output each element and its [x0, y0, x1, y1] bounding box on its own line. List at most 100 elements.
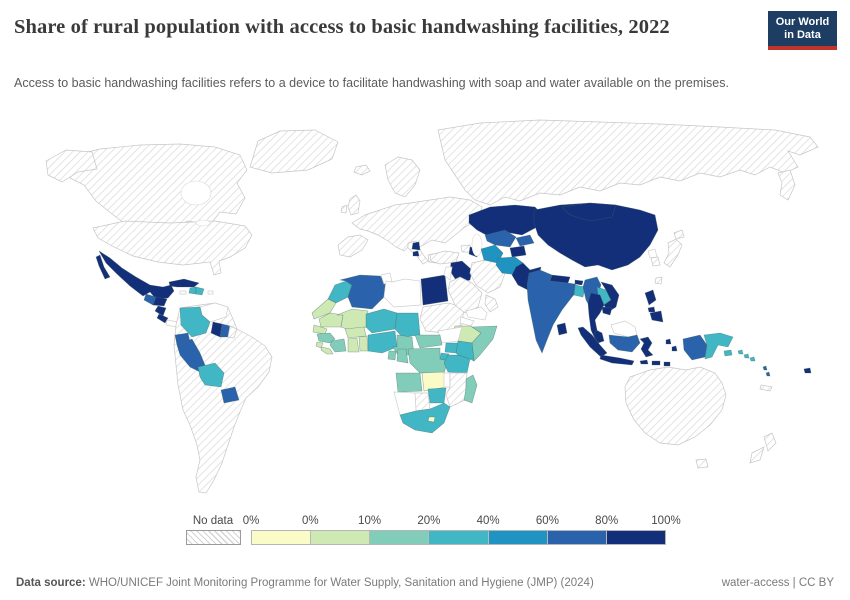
no-data-swatch[interactable]	[186, 530, 241, 545]
country-bangladesh[interactable]	[573, 284, 586, 298]
country-alaska[interactable]	[45, 149, 98, 183]
legend-bucket-6[interactable]	[605, 531, 665, 544]
country-algeria[interactable]	[339, 274, 387, 310]
country-vanuatu[interactable]	[762, 365, 771, 377]
country-india[interactable]	[526, 269, 579, 354]
country-zimbabwe[interactable]	[427, 387, 447, 404]
country-new-caledonia[interactable]	[759, 384, 773, 392]
country-scandinavia[interactable]	[384, 156, 421, 198]
country-liberia[interactable]	[320, 346, 334, 355]
country-lesotho[interactable]	[427, 416, 436, 423]
country-solomon-islands[interactable]	[737, 349, 756, 362]
country-saudi-arabia[interactable]	[447, 276, 483, 314]
country-gabon[interactable]	[387, 350, 397, 361]
country-madagascar[interactable]	[463, 374, 478, 404]
country-philippines[interactable]	[644, 289, 664, 323]
country-malaysia-borneo[interactable]	[610, 320, 638, 338]
country-honduras[interactable]	[152, 296, 168, 307]
country-ghana[interactable]	[347, 337, 360, 353]
country-north-korea[interactable]	[647, 248, 658, 259]
country-egypt[interactable]	[420, 274, 449, 306]
country-angola[interactable]	[395, 372, 423, 393]
country-burkina-faso[interactable]	[344, 326, 367, 339]
country-central-african-republic[interactable]	[414, 334, 443, 349]
country-dominican-republic[interactable]	[195, 286, 205, 296]
country-botswana[interactable]	[414, 392, 431, 412]
country-togo-benin[interactable]	[358, 335, 369, 352]
country-dr-congo[interactable]	[407, 347, 449, 374]
country-canada[interactable]	[61, 143, 248, 230]
country-jamaica[interactable]	[179, 290, 187, 295]
country-libya[interactable]	[383, 278, 422, 308]
country-bhutan[interactable]	[574, 279, 584, 286]
country-malaysia-peninsular[interactable]	[593, 329, 605, 344]
legend-bucket-4[interactable]	[487, 531, 547, 544]
country-western-sahara[interactable]	[311, 298, 337, 320]
country-indonesia-sulawesi[interactable]	[639, 336, 654, 358]
legend-bucket-2[interactable]	[369, 531, 429, 544]
country-nigeria[interactable]	[367, 330, 398, 354]
country-cote-divoire[interactable]	[329, 338, 347, 353]
legend-color-bar[interactable]	[251, 530, 666, 545]
legend-bucket-5[interactable]	[546, 531, 606, 544]
country-fiji[interactable]	[803, 367, 812, 374]
country-yemen[interactable]	[465, 306, 488, 321]
country-puerto-rico[interactable]	[207, 290, 214, 295]
country-sierra-leone[interactable]	[315, 341, 324, 349]
country-mexico[interactable]	[98, 250, 175, 300]
country-somalia[interactable]	[471, 325, 498, 362]
world-choropleth-map[interactable]	[0, 115, 850, 510]
country-tasmania[interactable]	[695, 458, 709, 469]
country-serbia[interactable]	[411, 241, 421, 251]
country-kyrgyzstan[interactable]	[515, 234, 535, 247]
country-north-macedonia[interactable]	[412, 250, 420, 257]
country-tanzania[interactable]	[443, 354, 471, 374]
country-cuba[interactable]	[168, 278, 200, 288]
country-paraguay[interactable]	[220, 386, 240, 404]
country-south-africa[interactable]	[399, 402, 451, 434]
legend-bucket-1[interactable]	[310, 531, 370, 544]
country-iberia[interactable]	[337, 234, 369, 258]
country-lesser-sunda-islands[interactable]	[639, 359, 671, 367]
country-mongolia[interactable]	[561, 202, 617, 222]
country-papua-new-guinea[interactable]	[703, 332, 734, 360]
country-united-kingdom[interactable]	[347, 194, 361, 216]
country-mexico-baja[interactable]	[95, 254, 111, 280]
country-kazakhstan[interactable]	[468, 204, 542, 238]
country-malawi[interactable]	[443, 372, 451, 388]
country-new-zealand[interactable]	[749, 432, 777, 464]
country-indonesia-papua[interactable]	[682, 334, 708, 361]
country-haiti[interactable]	[188, 286, 197, 295]
country-iceland[interactable]	[353, 164, 371, 176]
country-russia-kamchatka[interactable]	[777, 169, 796, 201]
country-morocco[interactable]	[327, 280, 353, 304]
license-note[interactable]: water-access | CC BY	[721, 577, 834, 589]
country-bolivia[interactable]	[197, 362, 225, 388]
country-oman[interactable]	[484, 294, 499, 313]
region-europe-mainland[interactable]	[351, 196, 483, 252]
country-uzbekistan[interactable]	[484, 229, 517, 248]
country-indonesia-kalimantan[interactable]	[608, 334, 641, 353]
country-taiwan[interactable]	[654, 276, 663, 285]
country-cambodia[interactable]	[601, 306, 613, 316]
owid-logo[interactable]: Our World in Data	[768, 11, 837, 50]
country-japan[interactable]	[663, 229, 685, 268]
country-costa-rica[interactable]	[156, 313, 169, 324]
country-congo[interactable]	[396, 348, 409, 364]
country-senegal[interactable]	[312, 324, 328, 335]
country-greenland[interactable]	[249, 129, 339, 174]
country-jordan-israel[interactable]	[443, 266, 453, 281]
country-turkey[interactable]	[429, 250, 460, 265]
country-colombia[interactable]	[179, 306, 211, 338]
country-australia[interactable]	[624, 366, 727, 446]
legend-bucket-0[interactable]	[252, 531, 311, 544]
country-png-new-britain[interactable]	[723, 349, 733, 357]
country-indonesia-java[interactable]	[599, 354, 635, 366]
country-chad[interactable]	[394, 312, 421, 338]
country-ireland[interactable]	[340, 204, 348, 214]
country-indonesia-maluku[interactable]	[665, 338, 678, 352]
country-french-guiana[interactable]	[227, 325, 238, 339]
country-south-korea[interactable]	[650, 256, 661, 267]
country-sri-lanka[interactable]	[556, 322, 568, 336]
country-niger[interactable]	[365, 308, 398, 334]
